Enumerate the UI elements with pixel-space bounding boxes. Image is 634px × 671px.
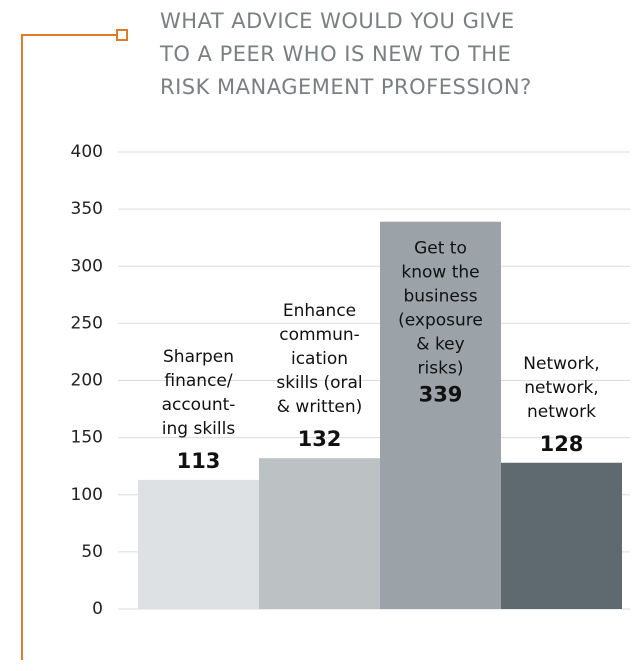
category-label: account- — [162, 395, 236, 415]
bracket-line — [21, 34, 117, 660]
category-label: network, — [524, 378, 598, 398]
y-tick-label: 150 — [71, 428, 103, 448]
bar — [501, 462, 622, 609]
category-label: & key — [416, 335, 464, 355]
category-label: ication — [291, 349, 348, 369]
category-label: commun- — [279, 325, 360, 345]
category-label: & written) — [277, 397, 362, 417]
y-tick-label: 0 — [92, 599, 103, 619]
chart-title: RISK MANAGEMENT PROFESSION? — [160, 75, 532, 99]
value-label: 132 — [298, 427, 342, 451]
y-tick-label: 200 — [71, 371, 103, 391]
y-tick-label: 50 — [81, 542, 103, 562]
category-label: (exposure — [398, 311, 483, 331]
category-label: Network, — [523, 354, 599, 374]
category-label: finance/ — [164, 371, 232, 391]
category-label: risks) — [418, 359, 464, 379]
y-tick-label: 250 — [71, 313, 103, 333]
y-tick-label: 100 — [71, 485, 103, 505]
chart-title: TO A PEER WHO IS NEW TO THE — [159, 42, 511, 66]
y-tick-label: 350 — [71, 199, 103, 219]
bar — [138, 479, 259, 609]
category-label: Sharpen — [163, 347, 234, 367]
category-label: skills (oral — [276, 373, 362, 393]
chart-title: WHAT ADVICE WOULD YOU GIVE — [160, 9, 515, 33]
y-tick-label: 400 — [71, 142, 103, 162]
value-label: 113 — [177, 449, 221, 473]
category-label: know the — [401, 263, 479, 283]
category-label: Enhance — [283, 301, 356, 321]
bracket-square — [116, 29, 128, 41]
bar — [259, 458, 380, 609]
decoration — [21, 29, 128, 660]
category-label: ing skills — [162, 419, 236, 439]
value-label: 128 — [540, 432, 584, 456]
value-label: 339 — [419, 383, 463, 407]
category-label: network — [527, 402, 596, 422]
category-label: business — [403, 287, 477, 307]
category-label: Get to — [414, 239, 467, 259]
bar — [380, 221, 501, 609]
y-tick-label: 300 — [71, 256, 103, 276]
